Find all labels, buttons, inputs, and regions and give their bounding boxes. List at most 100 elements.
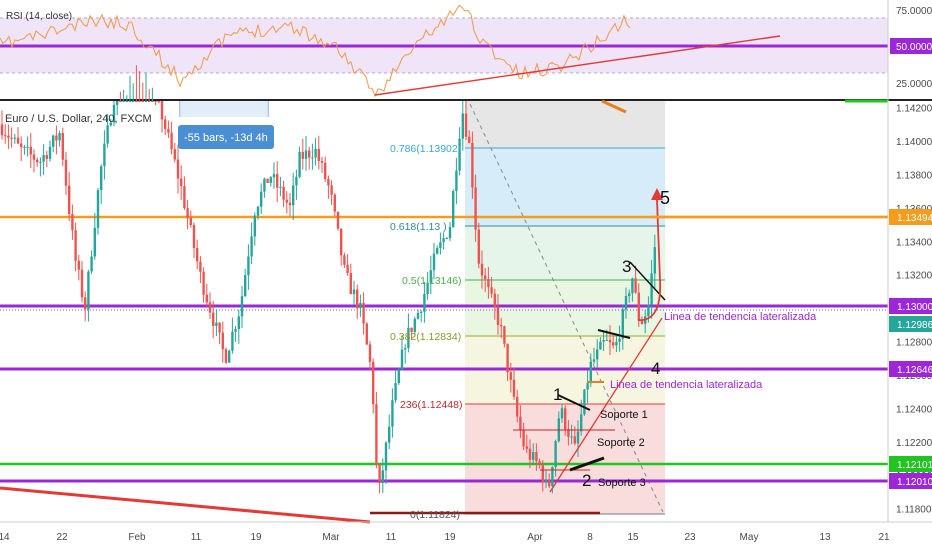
price-tick-label: 1.12400 <box>896 404 932 415</box>
candle-body <box>80 269 84 298</box>
candle-body <box>173 149 176 160</box>
candle-body <box>106 125 109 144</box>
fib-label-500: 0.5(1.13146) <box>402 275 462 287</box>
time-tick-label: 8 <box>587 532 593 543</box>
candle-body <box>356 289 359 309</box>
candle-body <box>122 101 125 102</box>
candle-body <box>480 263 484 276</box>
candle-body <box>279 186 282 188</box>
candle-body <box>327 178 330 186</box>
badge-orange <box>889 209 932 225</box>
candle-body <box>7 135 10 138</box>
candle-body <box>42 155 45 162</box>
rsi-value-text: 50.0000 <box>896 42 932 53</box>
candle-body <box>288 202 292 206</box>
price-tick-label: 1.13400 <box>896 237 932 248</box>
candle-body <box>388 426 391 443</box>
time-tick-label: May <box>740 532 759 543</box>
price-tick-label: 1.12200 <box>896 438 932 449</box>
candle-body <box>260 191 263 207</box>
candle-body <box>48 146 52 159</box>
candle-body <box>634 278 637 293</box>
candle-body <box>538 461 541 466</box>
trend-label-top: Linea de tendencia lateralizada <box>664 311 817 323</box>
candle-body <box>215 322 218 326</box>
candle-body <box>64 159 68 186</box>
badge-purple-mid-text: 1.12646 <box>897 365 932 376</box>
price-badges: 1.13494 1.13000 1.12986 1.12646 1.12101 … <box>889 209 932 489</box>
support-2-segment <box>569 456 605 472</box>
candle-body <box>90 256 93 272</box>
wave-label-5: 5 <box>660 188 670 208</box>
candle-body <box>144 101 148 102</box>
candle-body <box>311 157 314 159</box>
candle-body <box>36 159 39 163</box>
candle-body <box>253 215 256 237</box>
candle-body <box>314 148 317 158</box>
candle-body <box>653 247 656 274</box>
fib-label-618: 0.618(1.13 ) <box>390 221 447 233</box>
candle-body <box>573 436 576 444</box>
candle-body <box>544 479 548 483</box>
candle-body <box>592 359 596 362</box>
candle-body <box>250 236 253 257</box>
candle-body <box>202 271 205 295</box>
candle-body <box>477 229 480 264</box>
drawings: 1 2 3 4 5 Soporte 1 Soporte 2 Soporte 3 … <box>513 99 888 493</box>
rsi-axis-25: 25.0000 <box>896 79 932 90</box>
candle-body <box>4 135 7 137</box>
measure-tool[interactable]: -55 bars, -13d 4h <box>178 101 274 149</box>
candle-body <box>541 465 544 483</box>
candle-body <box>266 178 269 183</box>
fib-label-236: 236(1.12448) <box>400 399 462 411</box>
candle-body <box>468 136 471 143</box>
candle-body <box>58 133 61 141</box>
price-tick-label: 1.13800 <box>896 171 932 182</box>
candle-body <box>359 302 362 309</box>
candle-body <box>180 178 183 187</box>
candle-body <box>647 304 650 317</box>
candle-body <box>244 275 247 297</box>
fib-labels: 0.786(1.13902) 0.618(1.13 ) 0.5(1.13146)… <box>390 143 462 521</box>
candle-body <box>564 408 567 430</box>
symbol-header: Euro / U.S. Dollar, 240, FXCM <box>5 113 152 125</box>
candle-body <box>650 273 653 305</box>
candle-body <box>496 306 500 325</box>
candle-body <box>183 186 186 209</box>
candle-body <box>336 211 340 229</box>
badge-green-text: 1.12101 <box>897 460 932 471</box>
candle-body <box>420 311 423 313</box>
candle-body <box>45 155 48 159</box>
measure-gray-zone <box>465 101 665 148</box>
candle-body <box>423 293 426 312</box>
candle-body <box>500 324 503 327</box>
candle-body <box>637 292 640 321</box>
candle-body <box>234 328 237 332</box>
candle-body <box>509 372 512 380</box>
wave-label-1: 1 <box>553 385 562 404</box>
price-tick-label: 1.14000 <box>896 137 932 148</box>
candle-body <box>384 442 388 471</box>
badge-last-text: 1.12986 <box>897 320 932 331</box>
candle-body <box>320 160 324 163</box>
candle-body <box>128 101 132 102</box>
candle-body <box>39 161 42 163</box>
candle-body <box>26 146 29 148</box>
candle-body <box>618 338 621 342</box>
candle-body <box>189 217 192 226</box>
candle-body <box>560 408 564 419</box>
candle-body <box>231 331 234 351</box>
candle-body <box>567 429 570 437</box>
candle-body <box>125 101 128 102</box>
candle-body <box>212 312 215 326</box>
candle-body <box>452 191 455 228</box>
candle-body <box>119 101 122 102</box>
candle-body <box>71 214 74 231</box>
time-axis[interactable]: 14 22 Feb 11 19 Mar 11 19 Apr 8 15 23 May 13 21 <box>0 532 890 543</box>
measure-tooltip <box>178 125 274 149</box>
candle-body <box>218 322 221 333</box>
soporte-1-label: Soporte 1 <box>600 409 648 421</box>
candle-body <box>528 448 532 460</box>
